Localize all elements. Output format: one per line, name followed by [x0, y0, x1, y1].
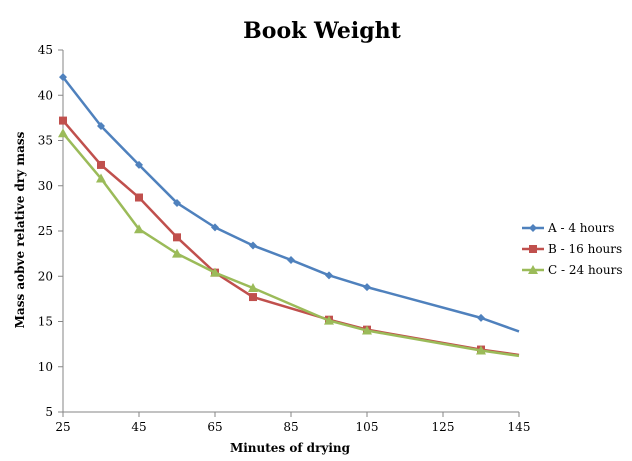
- legend-marker: [528, 265, 538, 274]
- y-tick-label: 5: [45, 405, 53, 419]
- chart-title: Book Weight: [243, 18, 401, 44]
- y-tick-label: 35: [38, 134, 53, 148]
- data-point: [59, 73, 67, 82]
- x-axis-label: Minutes of drying: [230, 441, 351, 455]
- legend-marker: [529, 245, 537, 253]
- legend-label: B - 16 hours: [548, 242, 622, 256]
- legend-label: A - 4 hours: [547, 221, 614, 235]
- x-tick-label: 125: [432, 420, 455, 434]
- y-tick-label: 10: [38, 360, 53, 374]
- legend-label: C - 24 hours: [548, 263, 623, 277]
- y-axis-ticks: 5 10 15 20 25 30 35 40 45: [38, 43, 63, 419]
- x-tick-label: 25: [55, 420, 70, 434]
- data-point: [249, 293, 257, 302]
- data-point: [249, 241, 257, 250]
- data-point: [173, 198, 181, 207]
- data-point: [477, 313, 485, 322]
- x-tick-label: 85: [283, 420, 298, 434]
- x-axis-ticks: 25 45 65 85 105 125 145: [55, 412, 530, 434]
- legend-marker: [529, 224, 537, 232]
- data-point: [97, 122, 105, 131]
- data-point: [211, 223, 219, 232]
- y-axis-label: Mass aobve relative dry mass: [13, 131, 27, 328]
- data-point: [135, 193, 143, 202]
- x-tick-label: 65: [207, 420, 222, 434]
- y-tick-label: 15: [38, 315, 53, 329]
- data-point: [58, 128, 68, 138]
- data-point: [476, 345, 486, 355]
- legend: A - 4 hours B - 16 hours C - 24 hours: [522, 221, 623, 277]
- legend-item: B - 16 hours: [522, 242, 622, 256]
- data-point: [210, 267, 220, 277]
- series-diamond: [59, 73, 520, 333]
- data-point: [135, 160, 143, 169]
- y-tick-label: 30: [38, 179, 53, 193]
- data-point: [134, 224, 144, 234]
- data-point: [59, 116, 67, 125]
- legend-item: A - 4 hours: [522, 221, 614, 235]
- data-point: [96, 173, 106, 183]
- data-point: [363, 283, 371, 292]
- series-layer: [58, 73, 520, 358]
- legend-item: C - 24 hours: [522, 263, 623, 277]
- data-point: [325, 271, 333, 280]
- data-point: [97, 160, 105, 169]
- data-point: [324, 315, 334, 325]
- series-triangle: [58, 128, 520, 358]
- x-tick-label: 145: [508, 420, 531, 434]
- y-tick-label: 45: [38, 43, 53, 57]
- x-tick-label: 105: [356, 420, 379, 434]
- y-tick-label: 40: [38, 88, 53, 102]
- x-tick-label: 45: [131, 420, 146, 434]
- data-point: [287, 255, 295, 264]
- data-point: [172, 248, 182, 258]
- data-point: [173, 233, 181, 242]
- y-tick-label: 25: [38, 224, 53, 238]
- data-point: [362, 325, 372, 335]
- y-tick-label: 20: [38, 269, 53, 283]
- series-line: [62, 132, 520, 358]
- data-point: [248, 283, 258, 293]
